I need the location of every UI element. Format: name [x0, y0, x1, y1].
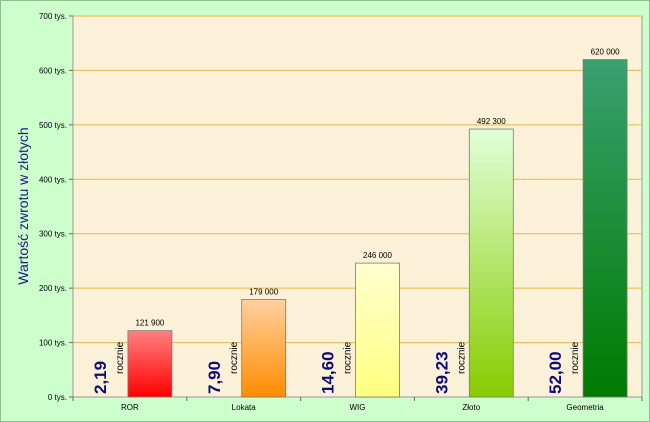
annual-rate-value: 14,60: [319, 351, 338, 394]
annual-rate-value: 2,19: [91, 361, 110, 394]
bar: [582, 59, 628, 398]
x-category-label: ROR: [121, 403, 139, 412]
annual-rate-unit: rocznie: [343, 341, 354, 374]
y-tick-label: 100 tys.: [39, 339, 67, 348]
annual-rate-unit: rocznie: [570, 341, 581, 374]
y-axis-ticks: 0 tys. 100 tys. 200 tys. 300 tys. 400 tys. 50…: [39, 12, 73, 402]
x-axis-categories: ROR Lokata WIG Złoto Geometria: [72, 397, 643, 412]
y-tick-label: 0 tys.: [48, 393, 67, 402]
y-tick-label: 700 tys.: [39, 12, 67, 21]
y-tick-label: 600 tys.: [39, 66, 67, 75]
bar-value-label: 179 000: [249, 288, 278, 297]
annual-rate-unit: rocznie: [456, 341, 467, 374]
bar: [355, 262, 400, 398]
annual-rate-unit: rocznie: [229, 341, 240, 374]
bar-value-label: 620 000: [591, 48, 620, 57]
annual-rate-value: 7,90: [205, 361, 224, 394]
bar: [468, 128, 514, 398]
bar: [241, 299, 287, 398]
y-tick-label: 200 tys.: [39, 284, 67, 293]
bar-value-label: 121 900: [135, 319, 164, 328]
annual-rate-value: 39,23: [432, 351, 451, 394]
x-category-label: WIG: [350, 403, 366, 412]
x-category-label: Geometria: [566, 403, 604, 412]
y-tick-label: 500 tys.: [39, 121, 67, 130]
annual-rate-value: 52,00: [546, 351, 565, 394]
y-axis-title: Wartość zwrotu w złotych: [15, 127, 31, 284]
y-tick-label: 300 tys.: [39, 230, 67, 239]
x-category-label: Lokata: [232, 403, 257, 412]
annual-rate-unit: rocznie: [115, 341, 126, 374]
bar-value-label: 492 300: [477, 117, 506, 126]
x-category-label: Złoto: [462, 403, 480, 412]
y-tick-label: 400 tys.: [39, 175, 67, 184]
annual-rates: 2,19 rocznie 7,90 rocznie 14,60 rocznie 39,23 r…: [91, 341, 581, 394]
value-labels: 121 900 179 000 246 000 492 300 620 000: [135, 48, 620, 328]
bars: [127, 59, 628, 398]
bar: [127, 330, 173, 398]
bar-value-label: 246 000: [363, 251, 392, 260]
